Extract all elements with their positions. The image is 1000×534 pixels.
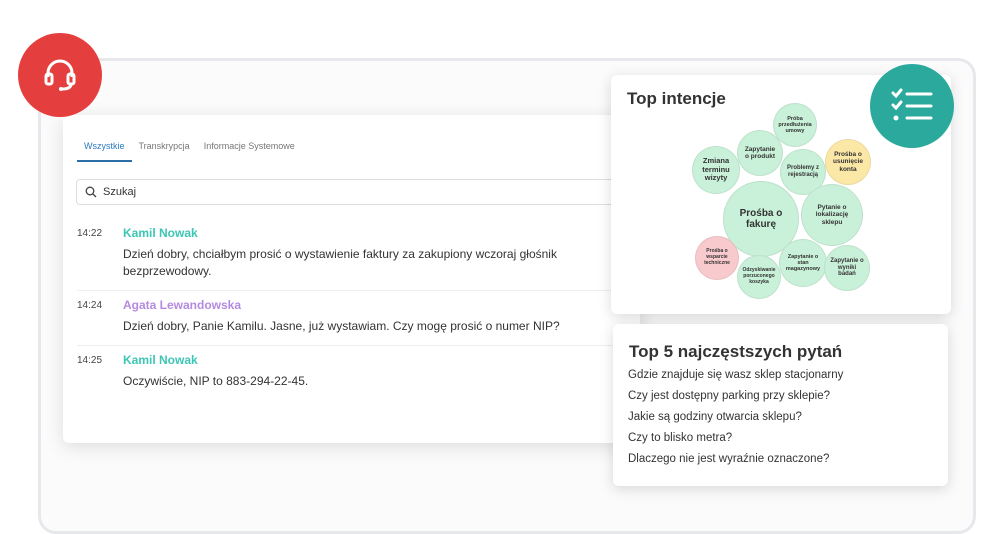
intent-bubble: Prośba o usunięcie konta <box>825 139 871 185</box>
tab-transcription[interactable]: Transkrypcja <box>138 141 190 151</box>
intent-bubble: Prośba o wsparcie techniczne <box>695 236 739 280</box>
message-text: Dzień dobry, chciałbym prosić o wystawie… <box>123 247 557 278</box>
checklist-badge <box>870 64 954 148</box>
intent-bubble: Zapytanie o wyniki badań <box>824 245 870 291</box>
intent-bubble: Zmiana terminu wizyty <box>692 146 740 194</box>
card-title: Top intencje <box>627 89 726 108</box>
question-item: Gdzie znajduje się wasz sklep stacjonarn… <box>628 369 844 381</box>
intent-bubble: Odzyskiwanie porzuconego koszyka <box>737 255 781 299</box>
intent-bubble: Próba przedłużenia umowy <box>773 103 817 147</box>
checklist-icon <box>891 88 933 121</box>
chat-panel: Wszystkie Transkrypcja Informacje System… <box>63 115 658 443</box>
search-icon <box>85 186 97 198</box>
message-time: 14:22 <box>77 228 103 239</box>
sender-name: Kamil Nowak <box>123 226 198 240</box>
headset-icon <box>44 59 76 91</box>
message-time: 14:24 <box>77 300 103 311</box>
support-badge <box>18 33 102 117</box>
top-questions-card: Top 5 najczęstszych pytań Gdzie znajduje… <box>613 324 948 486</box>
sender-name: Agata Lewandowska <box>123 298 242 312</box>
question-item: Dlaczego nie jest wyraźnie oznaczone? <box>628 453 830 465</box>
message-text: Oczywiście, NIP to 883-294-22-45. <box>123 374 309 388</box>
question-item: Czy jest dostępny parking przy sklepie? <box>628 390 830 402</box>
question-item: Czy to blisko metra? <box>628 432 733 444</box>
intent-bubble: Pytanie o lokalizację sklepu <box>801 184 863 246</box>
question-item: Jakie są godziny otwarcia sklepu? <box>628 411 802 423</box>
chat-message: 14:25 Kamil Nowak Oczywiście, NIP to 883… <box>77 353 622 395</box>
search-placeholder: Szukaj <box>103 186 137 198</box>
intent-bubble: Zapytanie o produkt <box>737 130 783 176</box>
chat-message: 14:24 Agata Lewandowska Dzień dobry, Pan… <box>77 298 622 346</box>
intent-bubble: Zapytanie o stan magazynowy <box>779 239 827 287</box>
tab-system-info[interactable]: Informacje Systemowe <box>203 141 295 151</box>
message-time: 14:25 <box>77 355 103 366</box>
search-input[interactable]: Szukaj <box>76 179 658 205</box>
tab-bar: Wszystkie Transkrypcja Informacje System… <box>77 133 302 162</box>
chat-message: 14:22 Kamil Nowak Dzień dobry, chciałbym… <box>77 226 622 291</box>
tab-all[interactable]: Wszystkie <box>77 133 132 162</box>
sender-name: Kamil Nowak <box>123 353 198 367</box>
card-title: Top 5 najczęstszych pytań <box>629 342 843 361</box>
message-text: Dzień dobry, Panie Kamilu. Jasne, już wy… <box>123 319 560 333</box>
